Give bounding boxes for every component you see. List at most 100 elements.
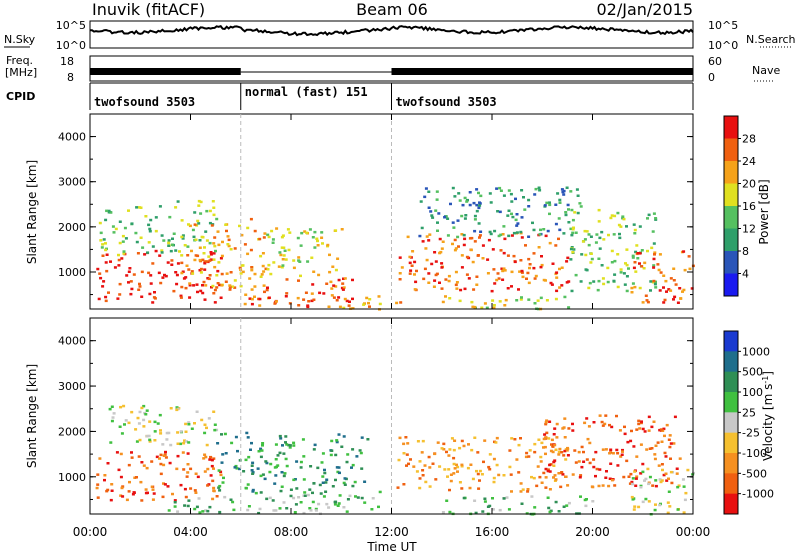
echo-cell <box>248 297 252 300</box>
colorbar-swatch <box>724 473 738 495</box>
echo-cell <box>229 271 233 274</box>
echo-cell <box>615 414 618 418</box>
echo-cell <box>342 481 346 485</box>
echo-cell <box>104 242 107 245</box>
echo-cell <box>249 248 253 252</box>
echo-cell <box>342 506 346 509</box>
echo-cell <box>571 473 575 476</box>
echo-cell <box>249 217 253 221</box>
echo-cell <box>179 294 183 298</box>
echo-cell <box>333 500 337 504</box>
echo-cell <box>193 422 196 425</box>
echo-cell <box>316 239 319 243</box>
echo-cell <box>117 468 121 472</box>
echo-cell <box>463 196 467 200</box>
echo-cell <box>542 446 545 449</box>
echo-cell <box>652 279 656 283</box>
freq-bar-segment <box>391 68 693 75</box>
x-tick-label: 16:00 <box>475 525 510 539</box>
echo-cell <box>507 234 511 238</box>
echo-cell <box>194 238 198 241</box>
echo-cell <box>204 284 208 287</box>
echo-cell <box>444 215 448 218</box>
echo-cell <box>188 224 192 228</box>
echo-cell <box>449 202 452 206</box>
echo-cell <box>431 462 435 465</box>
echo-cell <box>469 463 473 466</box>
echo-cell <box>164 450 167 454</box>
x-tick-label: 20:00 <box>575 525 610 539</box>
echo-cell <box>520 271 524 274</box>
echo-cell <box>640 420 643 423</box>
echo-cell <box>561 190 565 194</box>
echo-cell <box>634 270 638 273</box>
echo-cell <box>400 266 404 269</box>
echo-cell <box>515 458 519 461</box>
echo-cell <box>622 272 626 275</box>
echo-cell <box>197 199 201 203</box>
echo-cell <box>98 272 102 275</box>
echo-cell <box>173 499 177 502</box>
echo-cell <box>133 476 137 479</box>
echo-cell <box>646 467 650 471</box>
echo-cell <box>502 251 506 255</box>
echo-cell <box>633 228 637 232</box>
echo-cell <box>398 256 402 259</box>
echo-cell <box>211 479 215 483</box>
echo-cell <box>208 241 212 245</box>
echo-cell <box>197 204 201 207</box>
echo-cell <box>159 472 163 476</box>
echo-cell <box>539 455 543 459</box>
echo-cell <box>288 231 292 234</box>
echo-cell <box>97 297 101 301</box>
echo-cell <box>175 408 179 412</box>
echo-cell <box>238 467 241 471</box>
echo-cell <box>136 252 140 255</box>
echo-cell <box>297 279 300 282</box>
echo-cell <box>337 466 341 469</box>
echo-cell <box>618 429 622 432</box>
echo-cell <box>543 445 547 449</box>
echo-cell <box>104 248 108 252</box>
echo-cell <box>271 238 275 241</box>
colorbar-tick-label: 24 <box>742 155 756 168</box>
echo-cell <box>514 218 518 222</box>
echo-cell <box>213 423 217 426</box>
echo-cell <box>140 499 144 502</box>
echo-cell <box>556 192 560 195</box>
echo-cell <box>636 257 640 260</box>
echo-cell <box>427 281 431 284</box>
echo-cell <box>179 442 182 446</box>
echo-cell <box>233 279 237 282</box>
echo-cell <box>250 266 254 269</box>
echo-cell <box>183 439 186 442</box>
echo-cell <box>303 230 307 233</box>
echo-cell <box>613 214 617 218</box>
echo-cell <box>168 215 172 219</box>
echo-cell <box>502 497 506 500</box>
echo-cell <box>548 470 552 473</box>
echo-cell <box>158 413 162 417</box>
echo-cell <box>654 484 658 488</box>
echo-cell <box>579 474 583 477</box>
echo-cell <box>637 419 641 423</box>
echo-cell <box>451 221 455 224</box>
echo-cell <box>202 252 206 255</box>
echo-cell <box>562 426 566 429</box>
echo-cell <box>532 228 536 232</box>
echo-cell <box>115 451 119 454</box>
colorbar-frame <box>723 330 739 515</box>
echo-cell <box>605 470 608 473</box>
echo-cell <box>287 248 291 252</box>
nave-tick-bottom: 0 <box>708 71 715 84</box>
echo-cell <box>682 511 686 514</box>
echo-cell <box>673 415 677 419</box>
echo-cell <box>628 482 632 485</box>
echo-cell <box>306 493 310 497</box>
echo-cell <box>601 277 605 280</box>
echo-cell <box>602 282 606 286</box>
echo-cell <box>632 508 636 511</box>
echo-cell <box>261 473 265 476</box>
echo-cell <box>567 208 570 211</box>
echo-cell <box>600 420 604 424</box>
